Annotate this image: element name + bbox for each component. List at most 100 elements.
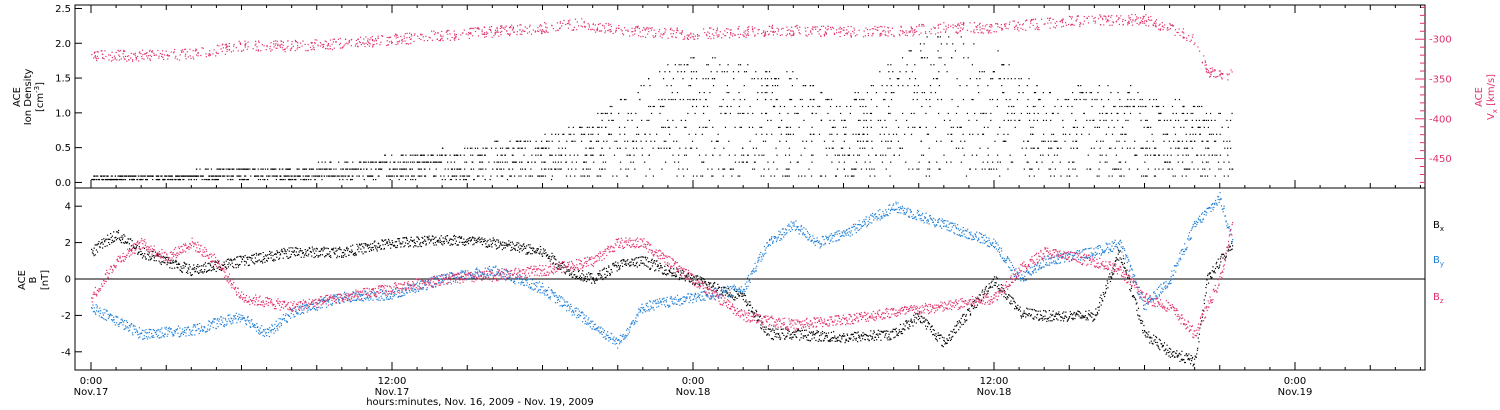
data-point [794, 26, 796, 28]
data-point [136, 244, 138, 247]
data-point [429, 168, 431, 170]
data-point [698, 154, 701, 156]
data-point [1083, 98, 1085, 101]
data-point [815, 112, 817, 115]
data-point [483, 240, 485, 243]
data-point [1229, 140, 1231, 142]
data-point [163, 178, 165, 181]
data-point [805, 34, 807, 36]
data-point [247, 258, 249, 260]
data-point [869, 161, 871, 163]
data-point [1014, 28, 1016, 30]
data-point [216, 178, 218, 181]
data-point [746, 161, 748, 163]
data-point [704, 32, 706, 34]
data-point [198, 272, 200, 275]
data-point [679, 98, 681, 101]
data-point [955, 147, 957, 149]
data-point [245, 262, 248, 264]
data-point [150, 55, 153, 58]
data-point [146, 55, 148, 57]
data-point [453, 38, 455, 40]
data-point [858, 29, 860, 31]
data-point [715, 140, 717, 142]
data-point [866, 133, 869, 135]
data-point [501, 147, 504, 149]
data-point [100, 50, 102, 52]
data-point [308, 247, 310, 249]
data-point [144, 52, 146, 55]
data-point [442, 35, 444, 37]
data-point [545, 29, 547, 31]
data-point [1034, 105, 1036, 108]
data-point [117, 231, 119, 233]
data-point [885, 168, 887, 170]
data-point [1074, 98, 1076, 101]
data-point [622, 33, 624, 35]
data-point [1205, 67, 1207, 69]
data-point [395, 43, 397, 46]
data-point [792, 133, 794, 135]
data-point [436, 38, 438, 40]
data-point [936, 140, 938, 142]
data-point [221, 44, 223, 46]
data-point [1182, 154, 1184, 156]
data-point [169, 267, 171, 269]
data-point [93, 57, 95, 59]
data-point [343, 249, 345, 251]
data-point [231, 260, 233, 262]
data-point [168, 178, 170, 181]
data-point [220, 48, 222, 50]
data-point [121, 238, 123, 241]
data-point [208, 53, 210, 55]
data-point [660, 147, 662, 149]
data-point [718, 34, 720, 36]
data-point [287, 168, 289, 170]
data-point [1227, 74, 1229, 76]
data-point [673, 30, 675, 32]
data-point [266, 254, 269, 256]
data-point [1121, 126, 1124, 128]
data-point [420, 168, 422, 170]
data-point [1135, 19, 1137, 21]
data-point [1072, 91, 1074, 94]
data-point [313, 175, 315, 177]
data-point [358, 243, 361, 245]
data-point [794, 112, 796, 115]
data-point [685, 126, 687, 128]
data-point [359, 41, 361, 44]
data-point [1023, 168, 1025, 170]
data-point [1209, 68, 1212, 70]
data-point [452, 243, 454, 246]
data-point [372, 44, 374, 46]
data-point [925, 112, 927, 115]
data-point [583, 161, 585, 163]
data-point [1090, 91, 1093, 94]
data-point [920, 140, 922, 142]
data-point [1043, 23, 1045, 25]
data-point [787, 112, 789, 115]
data-point [548, 147, 550, 149]
data-point [1047, 147, 1050, 149]
data-point [592, 147, 594, 149]
data-point [839, 112, 842, 115]
data-point [216, 52, 218, 54]
data-point [596, 29, 598, 32]
data-point [474, 147, 477, 149]
data-point [1032, 24, 1034, 26]
data-point [1005, 98, 1007, 101]
data-point [695, 98, 698, 101]
data-point [510, 249, 512, 252]
data-point [738, 36, 740, 39]
data-point [696, 175, 698, 177]
data-point [372, 40, 374, 42]
data-point [1116, 15, 1118, 17]
data-point [1174, 29, 1177, 31]
data-point [854, 35, 857, 37]
data-point [805, 140, 808, 142]
data-point [472, 35, 474, 37]
data-point [565, 175, 568, 177]
data-point [1131, 13, 1133, 16]
data-point [532, 29, 534, 31]
data-point [443, 175, 445, 177]
